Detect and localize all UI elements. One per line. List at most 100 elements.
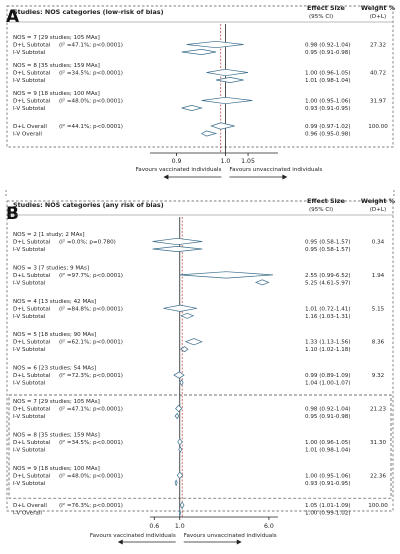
x-tick-label: 0.6 <box>149 523 159 530</box>
panel-frame <box>6 200 394 512</box>
dl-heterogeneity: (I² =47.1%; p<0.0001) <box>59 406 123 413</box>
dl-weight: 22.36 <box>370 473 386 479</box>
effect-size-header: Effect Size <box>307 4 345 12</box>
dl-effect-size: 1.33 (1.13-1.56) <box>305 340 351 346</box>
panel-title: Studies: NOS categories (any risk of bia… <box>13 201 164 209</box>
dl-overall-label: D+L Overall <box>13 503 47 509</box>
dl-overall-diamond <box>179 501 185 510</box>
dl-heterogeneity: (I² =34.5%; p<0.0001) <box>59 70 123 77</box>
favours-vaccinated-label: Favours vaccinated individuals <box>136 167 222 173</box>
iv-overall-diamond <box>178 508 182 517</box>
dl-heterogeneity: (I² =0.0%; p=0.780) <box>59 239 116 246</box>
iv-effect-size: 0.95 (0.91-0.98) <box>305 50 351 56</box>
dl-heterogeneity: (I² =97.7%; p<0.0001) <box>59 272 123 279</box>
iv-subtotal-diamond <box>152 246 203 252</box>
panel-letter: B <box>6 204 19 224</box>
iv-subtotal-label: I-V Subtotal <box>13 78 46 84</box>
iv-subtotal-label: I-V Subtotal <box>13 381 46 387</box>
dl-effect-size: 2.55 (0.99-6.52) <box>305 273 351 279</box>
iv-subtotal-label: I-V Subtotal <box>13 50 46 56</box>
panel-title: Studies: NOS categories (low-risk of bia… <box>13 8 164 16</box>
dl-effect-size: 1.00 (0.95-1.06) <box>305 473 351 479</box>
dl-overall-heterogeneity: (I² =44.1%; p<0.0001) <box>59 123 123 130</box>
dl-weight: 0.34 <box>372 240 385 246</box>
dl-weight: 31.30 <box>370 440 386 446</box>
dl-effect-size: 1.00 (0.96-1.05) <box>305 440 351 446</box>
group-label: NOS = 6 [23 studies; 54 MAs] <box>13 366 96 372</box>
x-tick-label: 6.0 <box>264 523 274 530</box>
x-tick-label: 1.05 <box>241 158 255 165</box>
x-tick-label: 1.0 <box>220 158 230 165</box>
dl-overall-label: D+L Overall <box>13 124 47 130</box>
dl-subtotal-diamond <box>206 68 249 77</box>
favours-right-arrowhead <box>236 539 242 545</box>
effect-size-subheader: (95% CI) <box>309 207 333 213</box>
group-label: NOS = 9 [18 studies; 100 MAs] <box>13 91 100 97</box>
dl-heterogeneity: (I² =48.0%; p<0.0001) <box>59 98 123 105</box>
iv-overall-effect-size: 0.96 (0.95-0.98) <box>305 132 351 138</box>
iv-subtotal-diamond <box>174 479 178 487</box>
iv-effect-size: 0.93 (0.91-0.95) <box>305 481 351 487</box>
group-label: NOS = 3 [7 studies; 9 MAs] <box>13 265 89 271</box>
dl-subtotal-diamond <box>176 471 184 480</box>
dl-heterogeneity: (I² =47.1%; p<0.0001) <box>59 42 123 49</box>
dl-effect-size: 1.00 (0.96-1.05) <box>305 71 351 77</box>
iv-subtotal-label: I-V Subtotal <box>13 247 46 253</box>
iv-effect-size: 1.10 (1.02-1.18) <box>305 347 351 353</box>
iv-subtotal-label: I-V Subtotal <box>13 280 46 286</box>
iv-overall-label: I-V Overall <box>13 132 42 138</box>
iv-subtotal-diamond <box>174 412 180 420</box>
iv-subtotal-label: I-V Subtotal <box>13 481 46 487</box>
dl-weight: 8.36 <box>372 340 385 346</box>
dl-subtotal-diamond <box>184 338 203 346</box>
effect-size-header: Effect Size <box>307 197 345 205</box>
iv-subtotal-diamond <box>178 446 183 453</box>
x-tick-label: 1.0 <box>175 523 185 530</box>
dl-subtotal-label: D+L Subtotal <box>13 71 51 77</box>
favours-left-arrowhead <box>117 539 123 545</box>
iv-subtotal-diamond <box>180 312 195 319</box>
dl-subtotal-label: D+L Subtotal <box>13 306 51 312</box>
dl-weight: 31.97 <box>370 99 386 105</box>
dl-overall-effect-size: 1.05 (1.01-1.09) <box>305 503 351 509</box>
weight-header: Weight % <box>361 4 396 12</box>
dl-weight: 9.32 <box>372 373 384 379</box>
dl-overall-effect-size: 0.99 (0.97-1.02) <box>305 124 351 130</box>
dl-heterogeneity: (I² =84.8%; p<0.0001) <box>59 305 123 312</box>
dl-weight: 21.23 <box>370 407 386 413</box>
dl-subtotal-diamond <box>201 96 253 105</box>
dl-subtotal-diamond <box>173 371 185 379</box>
favours-right-arrowhead <box>282 174 288 180</box>
favours-unvaccinated-label: Favours unvaccinated individuals <box>229 167 322 173</box>
iv-overall-label: I-V Overall <box>13 511 42 517</box>
dl-subtotal-label: D+L Subtotal <box>13 440 51 446</box>
weight-header: Weight % <box>361 197 396 205</box>
dl-subtotal-diamond <box>179 271 274 279</box>
iv-subtotal-diamond <box>215 77 244 83</box>
dl-subtotal-label: D+L Subtotal <box>13 273 51 279</box>
dl-overall-weight: 100.00 <box>368 503 388 509</box>
dl-subtotal-label: D+L Subtotal <box>13 99 51 105</box>
weight-subheader: (D+L) <box>370 207 386 213</box>
iv-subtotal-diamond <box>181 49 217 55</box>
dl-effect-size: 1.00 (0.95-1.06) <box>305 99 351 105</box>
iv-effect-size: 5.25 (4.61-5.97) <box>305 280 351 286</box>
iv-overall-effect-size: 1.00 (0.99-1.02) <box>305 511 351 517</box>
iv-effect-size: 0.95 (0.58-1.57) <box>305 247 351 253</box>
dl-subtotal-label: D+L Subtotal <box>13 407 51 413</box>
favours-unvaccinated-label: Favours unvaccinated individuals <box>184 533 277 539</box>
dl-subtotal-label: D+L Subtotal <box>13 373 51 379</box>
weight-subheader: (D+L) <box>370 14 386 20</box>
dl-effect-size: 0.98 (0.92-1.04) <box>305 407 351 413</box>
dl-effect-size: 0.95 (0.58-1.57) <box>305 240 351 246</box>
dl-subtotal-diamond <box>186 40 244 49</box>
dl-heterogeneity: (I² =62.1%; p<0.0001) <box>59 339 123 346</box>
iv-effect-size: 1.04 (1.00-1.07) <box>305 381 351 387</box>
dl-subtotal-diamond <box>175 404 183 413</box>
dl-weight: 27.32 <box>370 43 386 49</box>
dl-heterogeneity: (I² =34.5%; p<0.0001) <box>59 439 123 446</box>
group-label: NOS = 5 [18 studies; 90 MAs] <box>13 332 96 338</box>
iv-subtotal-label: I-V Subtotal <box>13 106 46 112</box>
dl-effect-size: 0.98 (0.92-1.04) <box>305 43 351 49</box>
dl-subtotal-diamond <box>163 304 197 312</box>
